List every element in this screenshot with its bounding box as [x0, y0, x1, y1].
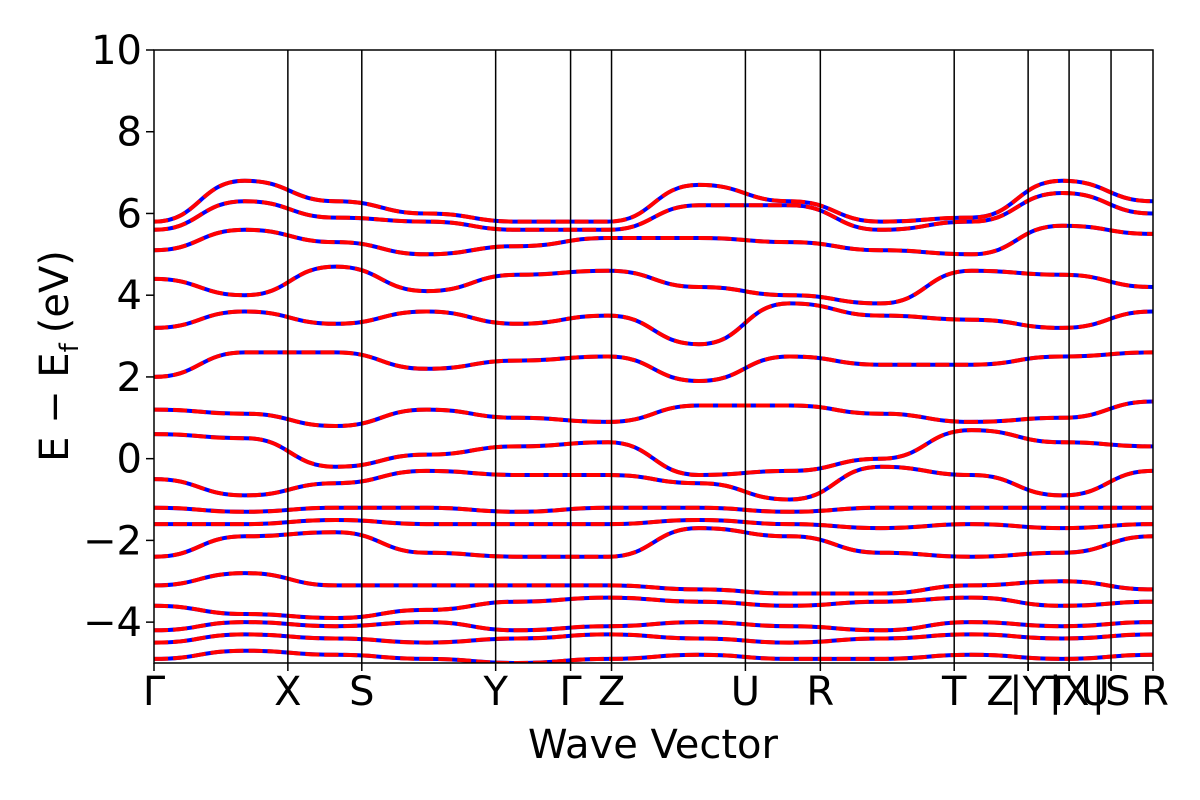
x-tick-label-9: Z — [986, 669, 1013, 715]
x-tick-label-2: S — [349, 669, 374, 715]
y-axis-title-subscript: f — [55, 342, 85, 352]
band-line-red-15 — [154, 190, 1153, 232]
band-line-red-2 — [154, 620, 1153, 633]
y-axis: −4 −2 0 2 4 6 8 10 — [83, 28, 154, 646]
y-tick-label-4: 4 — [117, 273, 142, 319]
y-tick-label-5: 6 — [117, 191, 142, 237]
y-tick-label-6: 8 — [117, 110, 142, 156]
svg-text:E − Ef(eV): E − Ef (eV) — [32, 250, 85, 462]
band-line-red-9 — [154, 428, 1153, 478]
band-line-red-6 — [154, 517, 1153, 531]
x-tick-label-5: Z — [598, 669, 625, 715]
x-tick-label-4: Γ — [559, 669, 582, 715]
band-line-red-13 — [154, 264, 1153, 306]
x-tick-label-1: X — [274, 669, 301, 715]
y-axis-title-unit: (eV) — [32, 250, 78, 333]
band-lines — [154, 178, 1153, 663]
band-line-red-1 — [154, 632, 1153, 645]
y-tick-label-0: −4 — [83, 600, 142, 646]
x-tick-label-14: |S — [1092, 669, 1131, 715]
band-line-red-16 — [154, 178, 1153, 224]
x-tick-label-11: T — [1045, 669, 1071, 715]
high-symmetry-lines — [287, 50, 1112, 663]
band-line-red-14 — [154, 223, 1153, 257]
band-line-red-0 — [154, 648, 1153, 663]
y-tick-label-1: −2 — [83, 518, 142, 564]
band-line-red-5 — [154, 526, 1153, 559]
y-axis-title: E − Ef (eV) — [32, 250, 85, 462]
band-line-red-3 — [154, 595, 1153, 621]
band-line-blue-8 — [154, 464, 1153, 502]
x-tick-label-0: Γ — [143, 669, 166, 715]
x-tick-label-15: R — [1141, 669, 1169, 715]
plot-frame — [153, 49, 1154, 664]
x-tick-label-7: R — [806, 669, 834, 715]
band-line-red-7 — [154, 505, 1153, 514]
x-tick-label-8: T — [941, 669, 967, 715]
y-tick-label-3: 2 — [117, 355, 142, 401]
x-tick-label-6: U — [731, 669, 760, 715]
y-tick-label-7: 10 — [91, 28, 142, 74]
y-axis-title-main: E − E — [32, 352, 78, 462]
x-tick-label-3: Y — [482, 669, 508, 715]
x-axis: Γ X S Y Γ Z U R T Z|YT|XU|S R — [143, 663, 1169, 715]
band-line-red-4 — [154, 571, 1153, 596]
band-line-red-11 — [154, 350, 1153, 384]
x-tick-label-12: |X — [1049, 669, 1090, 715]
x-axis-title: Wave Vector — [528, 722, 779, 768]
band-line-red-10 — [154, 399, 1153, 429]
x-tick-label-13: U — [1080, 669, 1109, 715]
band-line-red-12 — [154, 301, 1153, 347]
y-tick-label-2: 0 — [117, 437, 142, 483]
x-tick-label-10: |Y — [1009, 669, 1047, 715]
